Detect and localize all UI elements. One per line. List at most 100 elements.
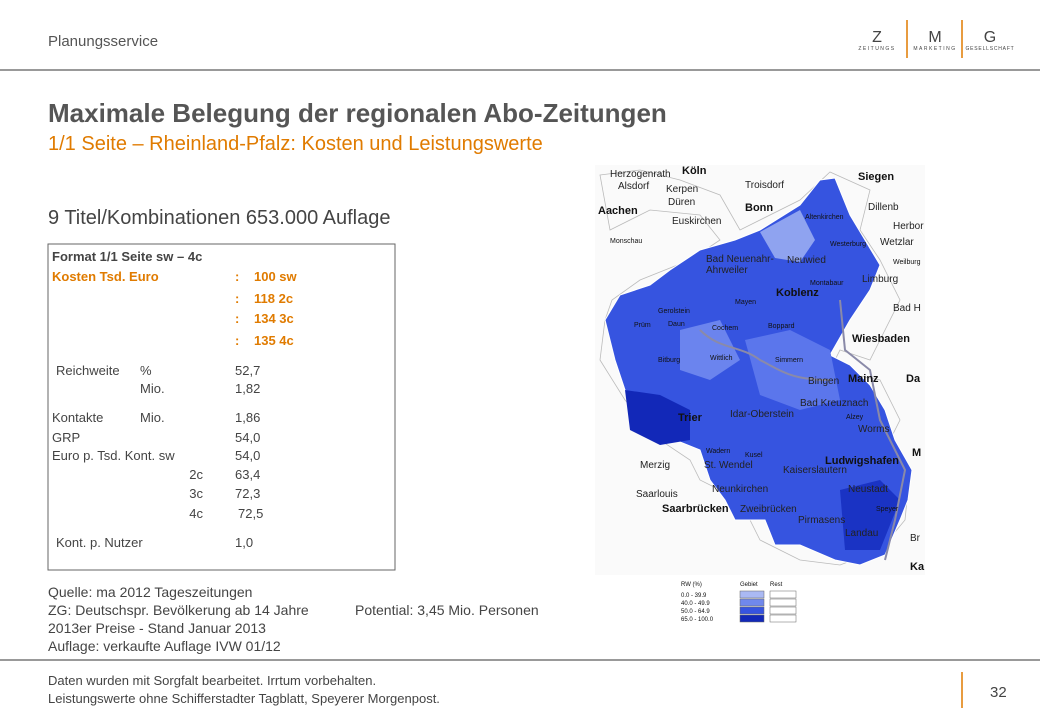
map-label: Troisdorf bbox=[745, 180, 784, 191]
map-label: Neunkirchen bbox=[712, 484, 768, 495]
map-label: Idar-Oberstein bbox=[730, 409, 794, 420]
cost-value: 100 sw bbox=[254, 269, 298, 284]
map-label: Speyer bbox=[876, 506, 899, 513]
map-label: Limburg bbox=[862, 274, 898, 285]
metric-label: Reichweite bbox=[56, 363, 120, 378]
separator: : bbox=[235, 333, 239, 348]
river bbox=[839, 299, 907, 561]
map-label: Neustadt bbox=[848, 484, 888, 495]
format-table: Format 1/1 Seite sw – 4c Kosten Tsd. Eur… bbox=[52, 249, 298, 550]
region-medium bbox=[680, 320, 740, 380]
cost-value: 134 3c bbox=[254, 311, 294, 326]
legend-class: 40.0 - 49.9 bbox=[681, 601, 710, 607]
metric-value: 52,7 bbox=[235, 363, 260, 378]
map-label: Landau bbox=[845, 528, 878, 539]
map-label: Pirmasens bbox=[798, 515, 845, 526]
map-label: Daun bbox=[668, 321, 685, 328]
map-label: Aachen bbox=[598, 205, 638, 217]
region-dark bbox=[625, 390, 690, 445]
map-label: Zweibrücken bbox=[740, 504, 797, 515]
map-label: Kerpen bbox=[666, 184, 698, 195]
logo-word: MARKETING bbox=[913, 46, 956, 52]
map-label: Kusel bbox=[745, 452, 763, 459]
map-label: Herzogenrath bbox=[610, 169, 671, 180]
legend-swatch bbox=[739, 606, 765, 615]
map-label: Worms bbox=[858, 424, 889, 435]
separator: : bbox=[235, 291, 239, 306]
metric-label: Kontakte bbox=[52, 410, 103, 425]
logo-letter: G bbox=[984, 29, 996, 46]
legend-column: Gebiet bbox=[740, 582, 758, 588]
map-label: Siegen bbox=[858, 171, 894, 183]
metric-label: Euro p. Tsd. Kont. sw bbox=[52, 448, 175, 463]
legend-class: 0.0 - 39.9 bbox=[681, 593, 707, 599]
map-label: Monschau bbox=[610, 238, 642, 245]
metric-unit: % bbox=[140, 363, 152, 378]
map-label: Prüm bbox=[634, 322, 651, 329]
source-line: Potential: 3,45 Mio. Personen bbox=[355, 602, 539, 618]
map-label: Düren bbox=[668, 197, 695, 208]
table-heading: Format 1/1 Seite sw – 4c bbox=[52, 249, 202, 264]
metric-value: 1,82 bbox=[235, 381, 260, 396]
map-label: Kaiserslautern bbox=[783, 465, 847, 476]
map-label: Br bbox=[910, 533, 921, 544]
map-legend: RW (%) Gebiet Rest 0.0 - 39.9 40.0 - 49.… bbox=[681, 582, 797, 623]
summary: 9 Titel/Kombinationen 653.000 Auflage bbox=[48, 207, 390, 229]
metric-value: 72,3 bbox=[235, 486, 260, 501]
legend-swatch bbox=[739, 598, 765, 607]
map-label: Boppard bbox=[768, 323, 795, 330]
metric-unit: 3c bbox=[189, 486, 203, 501]
table-box bbox=[47, 243, 396, 571]
legend-swatch bbox=[769, 590, 797, 599]
metric-unit: Mio. bbox=[140, 410, 165, 425]
cost-value: 135 4c bbox=[254, 333, 294, 348]
logo: Z M G ZEITUNGS MARKETING GESELLSCHAFT bbox=[858, 20, 1014, 58]
metric-unit: Mio. bbox=[140, 381, 165, 396]
source-line: Auflage: verkaufte Auflage IVW 01/12 bbox=[48, 638, 281, 654]
map-label: Koblenz bbox=[776, 287, 819, 299]
metric-value: 54,0 bbox=[235, 448, 260, 463]
map-label: Gerolstein bbox=[658, 308, 690, 315]
cost-label: Kosten Tsd. Euro bbox=[52, 269, 159, 284]
map-label: Wiesbaden bbox=[852, 333, 910, 345]
map-label: Bingen bbox=[808, 376, 839, 387]
map-label: Köln bbox=[682, 165, 707, 177]
section-label: Planungsservice bbox=[48, 33, 158, 50]
legend-swatch bbox=[769, 598, 797, 607]
metric-value: 63,4 bbox=[235, 467, 260, 482]
map-label: Weilburg bbox=[893, 259, 921, 266]
legend-swatch bbox=[769, 606, 797, 615]
map-label: Ka bbox=[910, 561, 925, 573]
legend-class: 65.0 - 100.0 bbox=[681, 617, 714, 623]
subtitle: 1/1 Seite – Rheinland-Pfalz: Kosten und … bbox=[48, 133, 543, 155]
map-label: Mayen bbox=[735, 299, 756, 306]
legend-swatch bbox=[769, 614, 797, 623]
map-label: Bad H bbox=[893, 303, 921, 314]
map-label: St. Wendel bbox=[704, 460, 753, 471]
source-line: ZG: Deutschspr. Bevölkerung ab 14 Jahre bbox=[48, 602, 309, 618]
map-label: Bad Kreuznach bbox=[800, 398, 868, 409]
legend-swatch bbox=[739, 590, 765, 599]
source-line: Quelle: ma 2012 Tageszeitungen bbox=[48, 584, 252, 600]
map-label: Merzig bbox=[640, 460, 670, 471]
map-label: Saarlouis bbox=[636, 489, 678, 500]
legend-class: 50.0 - 64.9 bbox=[681, 609, 710, 615]
logo-word: ZEITUNGS bbox=[858, 46, 895, 52]
map-label: Ludwigshafen bbox=[825, 455, 899, 467]
map-label: Ahrweiler bbox=[706, 265, 748, 276]
map-label: Saarbrücken bbox=[662, 503, 729, 515]
metric-value: 54,0 bbox=[235, 430, 260, 445]
logo-letter: M bbox=[928, 29, 941, 46]
map-label: Wittlich bbox=[710, 355, 733, 362]
region-medium bbox=[745, 330, 840, 410]
map-label: Westerburg bbox=[830, 241, 866, 248]
map-labels: Köln Siegen Herzogenrath Alsdorf Kerpen … bbox=[598, 165, 925, 573]
map-label: Bad Neuenahr- bbox=[706, 254, 774, 265]
region-dark bbox=[840, 480, 900, 550]
metric-value: 72,5 bbox=[238, 506, 263, 521]
metric-label: GRP bbox=[52, 430, 80, 445]
map-label: Altenkirchen bbox=[805, 214, 844, 221]
map-label: Neuwied bbox=[787, 255, 826, 266]
